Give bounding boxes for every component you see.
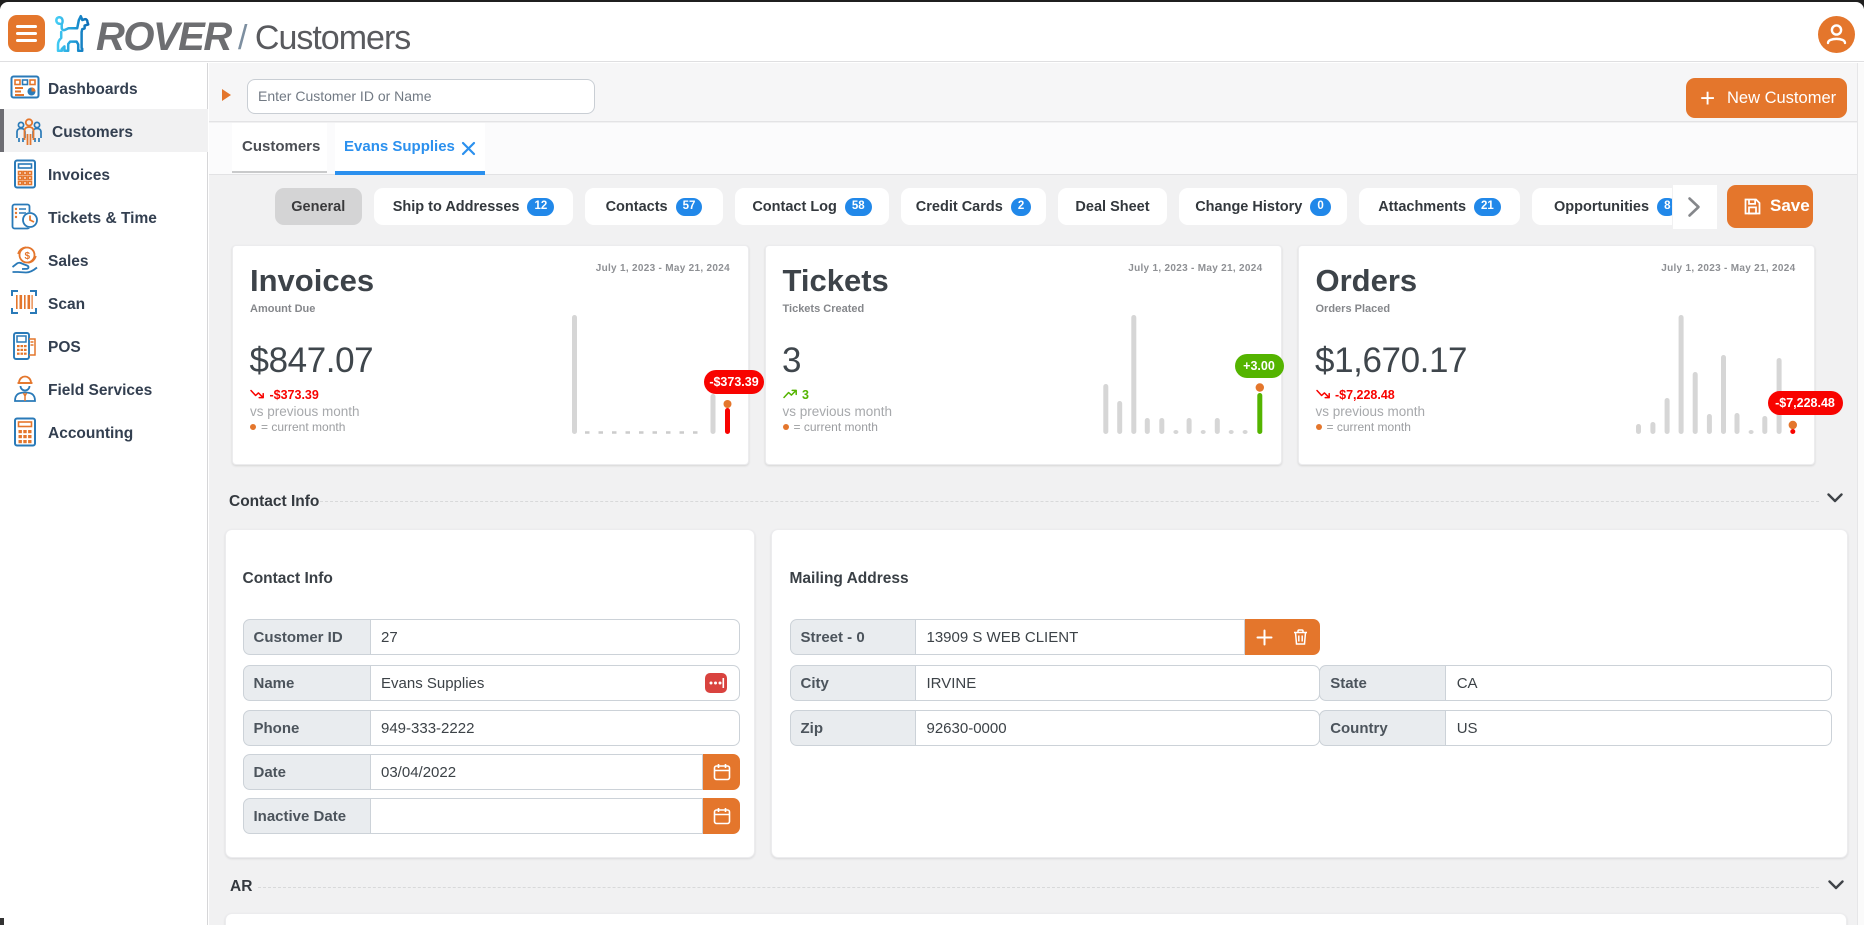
svg-text:$: $ <box>25 251 31 262</box>
